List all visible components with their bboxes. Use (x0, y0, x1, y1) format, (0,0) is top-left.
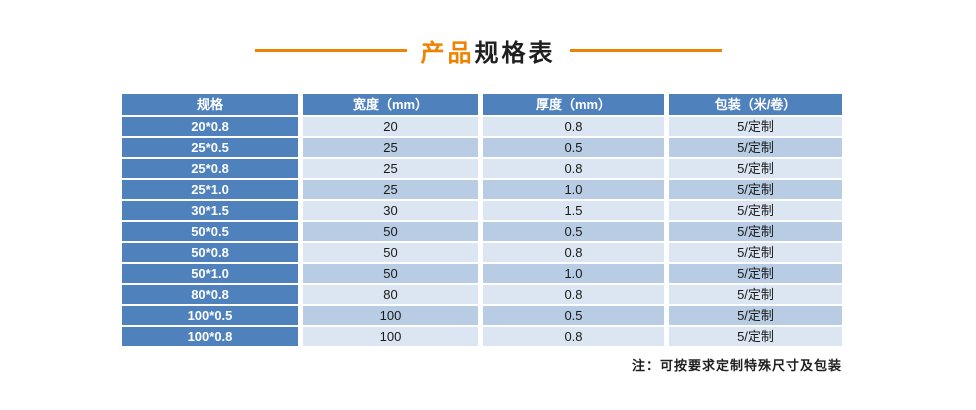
packing-cell: 5/定制 (669, 180, 842, 199)
header-width: 宽度（mm） (303, 94, 478, 115)
width-cell: 80 (303, 285, 478, 304)
width-cell: 50 (303, 222, 478, 241)
width-cell: 100 (303, 327, 478, 346)
packing-cell: 5/定制 (669, 327, 842, 346)
spec-cell: 20*0.8 (122, 117, 298, 136)
packing-cell: 5/定制 (669, 306, 842, 325)
packing-cell: 5/定制 (669, 201, 842, 220)
thickness-cell: 1.5 (483, 201, 664, 220)
width-cell: 25 (303, 180, 478, 199)
width-cell: 25 (303, 138, 478, 157)
width-cell: 100 (303, 306, 478, 325)
width-cell: 50 (303, 264, 478, 283)
packing-cell: 5/定制 (669, 243, 842, 262)
spec-cell: 50*1.0 (122, 264, 298, 283)
page-title-highlight: 产品 (420, 40, 475, 67)
header-spec: 规格 (122, 94, 298, 115)
page-header: 产品规格表 (0, 0, 976, 68)
spec-cell: 25*0.5 (122, 138, 298, 157)
width-cell: 30 (303, 201, 478, 220)
thickness-cell: 0.8 (483, 159, 664, 178)
thickness-cell: 1.0 (483, 264, 664, 283)
thickness-cell: 0.5 (483, 306, 664, 325)
thickness-cell: 1.0 (483, 180, 664, 199)
spec-table: 规格 宽度（mm） 厚度（mm） 包装（米/卷） 20*0.8 20 0.8 5/定制… (122, 94, 842, 346)
thickness-cell: 0.5 (483, 222, 664, 241)
page-title: 产品规格表 (421, 33, 556, 68)
spec-cell: 25*1.0 (122, 180, 298, 199)
page-title-rest: 规格表 (474, 40, 556, 67)
packing-cell: 5/定制 (669, 138, 842, 157)
thickness-cell: 0.5 (483, 138, 664, 157)
width-cell: 50 (303, 243, 478, 262)
header-thickness: 厚度（mm） (483, 94, 664, 115)
spec-cell: 30*1.5 (122, 201, 298, 220)
packing-cell: 5/定制 (669, 117, 842, 136)
spec-cell: 25*0.8 (122, 159, 298, 178)
thickness-cell: 0.8 (483, 285, 664, 304)
footer-note: 注：可按要求定制特殊尺寸及包装 (631, 358, 842, 373)
title-rule-left (254, 49, 407, 52)
title-rule-right (569, 49, 722, 52)
thickness-cell: 0.8 (483, 243, 664, 262)
spec-cell: 100*0.8 (122, 327, 298, 346)
spec-cell: 50*0.8 (122, 243, 298, 262)
spec-cell: 80*0.8 (122, 285, 298, 304)
width-cell: 25 (303, 159, 478, 178)
spec-cell: 100*0.5 (122, 306, 298, 325)
spec-cell: 50*0.5 (122, 222, 298, 241)
thickness-cell: 0.8 (483, 117, 664, 136)
packing-cell: 5/定制 (669, 159, 842, 178)
width-cell: 20 (303, 117, 478, 136)
thickness-cell: 0.8 (483, 327, 664, 346)
packing-cell: 5/定制 (669, 285, 842, 304)
header-packing: 包装（米/卷） (669, 94, 842, 115)
packing-cell: 5/定制 (669, 222, 842, 241)
packing-cell: 5/定制 (669, 264, 842, 283)
